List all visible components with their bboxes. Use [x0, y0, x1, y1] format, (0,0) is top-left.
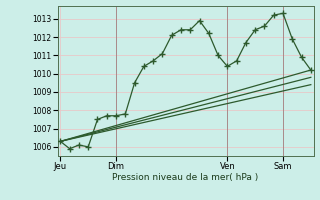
X-axis label: Pression niveau de la mer( hPa ): Pression niveau de la mer( hPa )	[112, 173, 259, 182]
